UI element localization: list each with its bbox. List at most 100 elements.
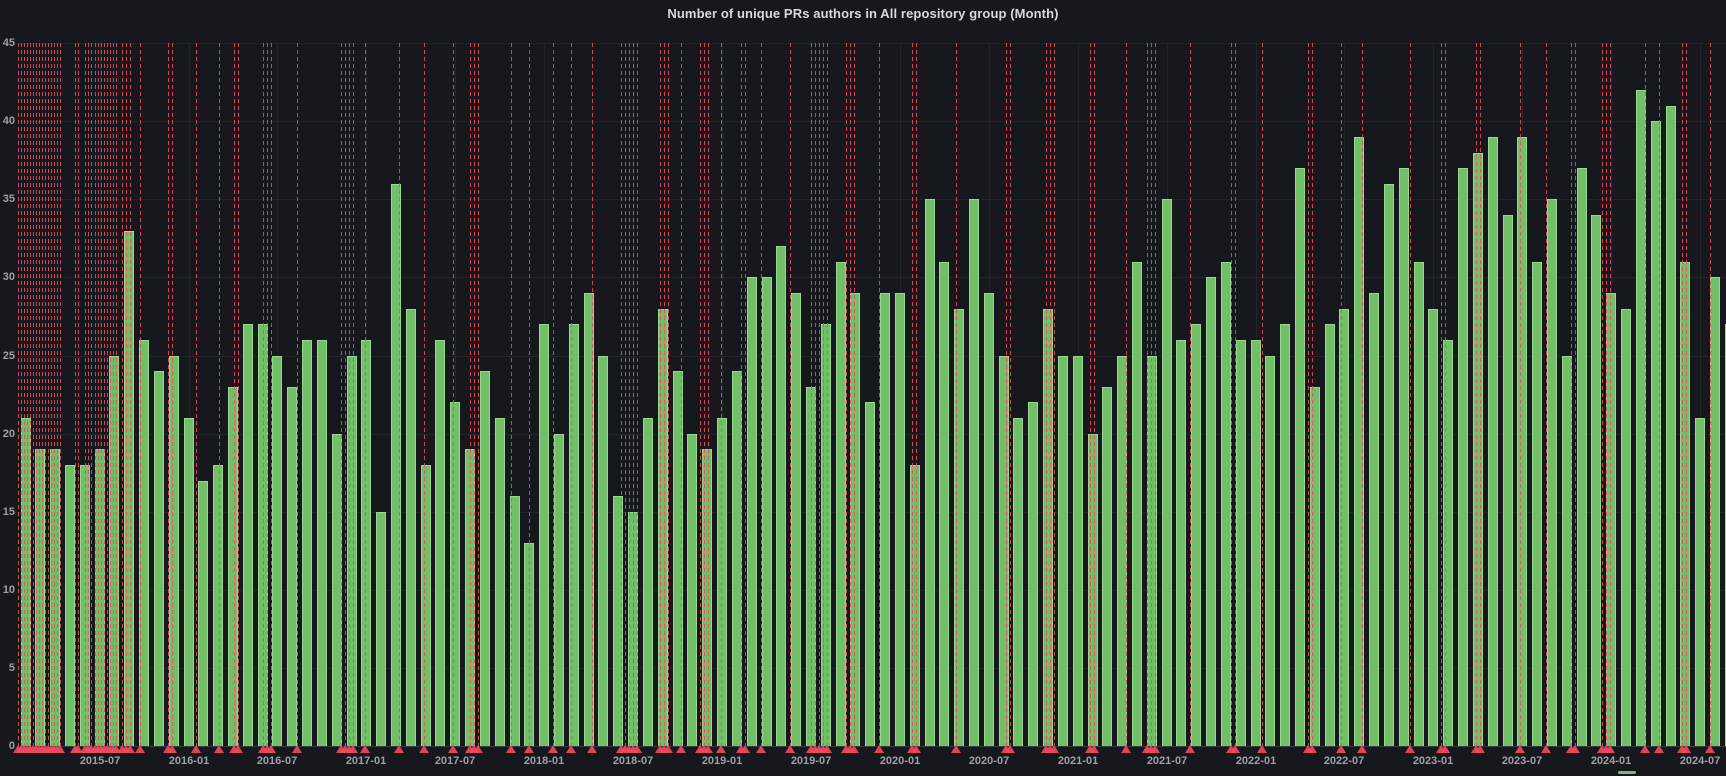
annotation-marker[interactable] [1405,745,1415,753]
annotation-marker[interactable] [1336,745,1346,753]
bar[interactable] [1265,356,1275,746]
annotation-marker[interactable] [1357,745,1367,753]
annotation-marker[interactable] [191,745,201,753]
bar[interactable] [1043,309,1053,746]
annotation-marker[interactable] [566,745,576,753]
annotation-marker[interactable] [1121,745,1131,753]
annotation-marker[interactable] [703,745,713,753]
annotation-marker[interactable] [1705,745,1715,753]
bar[interactable] [1428,309,1438,746]
bar[interactable] [169,356,179,746]
bar[interactable] [1577,168,1587,746]
bar[interactable] [1666,106,1676,746]
bar[interactable] [673,371,683,746]
annotation-marker[interactable] [1605,745,1615,753]
bar[interactable] [865,402,875,746]
bar[interactable] [954,309,964,746]
annotation-marker[interactable] [55,745,65,753]
bar[interactable] [895,293,905,746]
annotation-marker[interactable] [911,745,921,753]
annotation-marker[interactable] [874,745,884,753]
bar[interactable] [880,293,890,746]
bar[interactable] [243,324,253,746]
bar[interactable] [347,356,357,746]
bar[interactable] [1280,324,1290,746]
annotation-marker[interactable] [1640,745,1650,753]
annotation-marker[interactable] [506,745,516,753]
bar[interactable] [584,293,594,746]
bar[interactable] [1251,340,1261,746]
annotation-marker[interactable] [1150,745,1160,753]
bar[interactable] [302,340,312,746]
annotation-marker[interactable] [756,745,766,753]
annotation-marker[interactable] [632,745,642,753]
bar[interactable] [984,293,994,746]
annotation-marker[interactable] [1257,745,1267,753]
bar[interactable] [1176,340,1186,746]
bar[interactable] [480,371,490,746]
bar[interactable] [435,340,445,746]
bar[interactable] [850,293,860,746]
bar[interactable] [510,496,520,746]
bar[interactable] [450,402,460,746]
bar[interactable] [747,277,757,746]
bar[interactable] [317,340,327,746]
bar[interactable] [109,356,119,746]
annotation-marker[interactable] [1541,745,1551,753]
bar[interactable] [1013,418,1023,746]
bar[interactable] [1058,356,1068,746]
bar[interactable] [1591,215,1601,746]
annotation-marker[interactable] [822,745,832,753]
annotation-marker[interactable] [360,745,370,753]
bar[interactable] [569,324,579,746]
bar[interactable] [939,262,949,746]
bar[interactable] [406,309,416,746]
bar[interactable] [361,340,371,746]
bar[interactable] [184,418,194,746]
bar[interactable] [969,199,979,746]
annotation-marker[interactable] [1230,745,1240,753]
bar[interactable] [1606,293,1616,746]
annotation-marker[interactable] [785,745,795,753]
bar[interactable] [613,496,623,746]
bar[interactable] [999,356,1009,746]
annotation-marker[interactable] [125,745,135,753]
annotation-marker[interactable] [167,745,177,753]
annotation-marker[interactable] [1570,745,1580,753]
bar[interactable] [213,465,223,746]
bar[interactable] [643,418,653,746]
bar[interactable] [702,449,712,746]
bar[interactable] [1458,168,1468,746]
bar[interactable] [1399,168,1409,746]
annotation-marker[interactable] [663,745,673,753]
bar[interactable] [1339,309,1349,746]
bar[interactable] [1488,137,1498,746]
bar[interactable] [658,309,668,746]
annotation-marker[interactable] [1475,745,1485,753]
bar[interactable] [1680,262,1690,746]
bar[interactable] [154,371,164,746]
annotation-marker[interactable] [1515,745,1525,753]
bar[interactable] [287,387,297,746]
annotation-marker[interactable] [587,745,597,753]
annotation-marker[interactable] [111,745,121,753]
bar[interactable] [1369,293,1379,746]
annotation-marker[interactable] [394,745,404,753]
bar[interactable] [687,434,697,746]
annotation-marker[interactable] [233,745,243,753]
bar[interactable] [1325,324,1335,746]
annotation-marker[interactable] [419,745,429,753]
bar[interactable] [910,465,920,746]
bar[interactable] [1517,137,1527,746]
bar[interactable] [1236,340,1246,746]
bar[interactable] [495,418,505,746]
bar[interactable] [391,184,401,746]
bar[interactable] [376,512,386,746]
bar[interactable] [1503,215,1513,746]
annotation-marker[interactable] [1440,745,1450,753]
bar[interactable] [791,293,801,746]
bar[interactable] [925,199,935,746]
bar[interactable] [1295,168,1305,746]
annotation-marker[interactable] [1681,745,1691,753]
annotation-marker[interactable] [716,745,726,753]
